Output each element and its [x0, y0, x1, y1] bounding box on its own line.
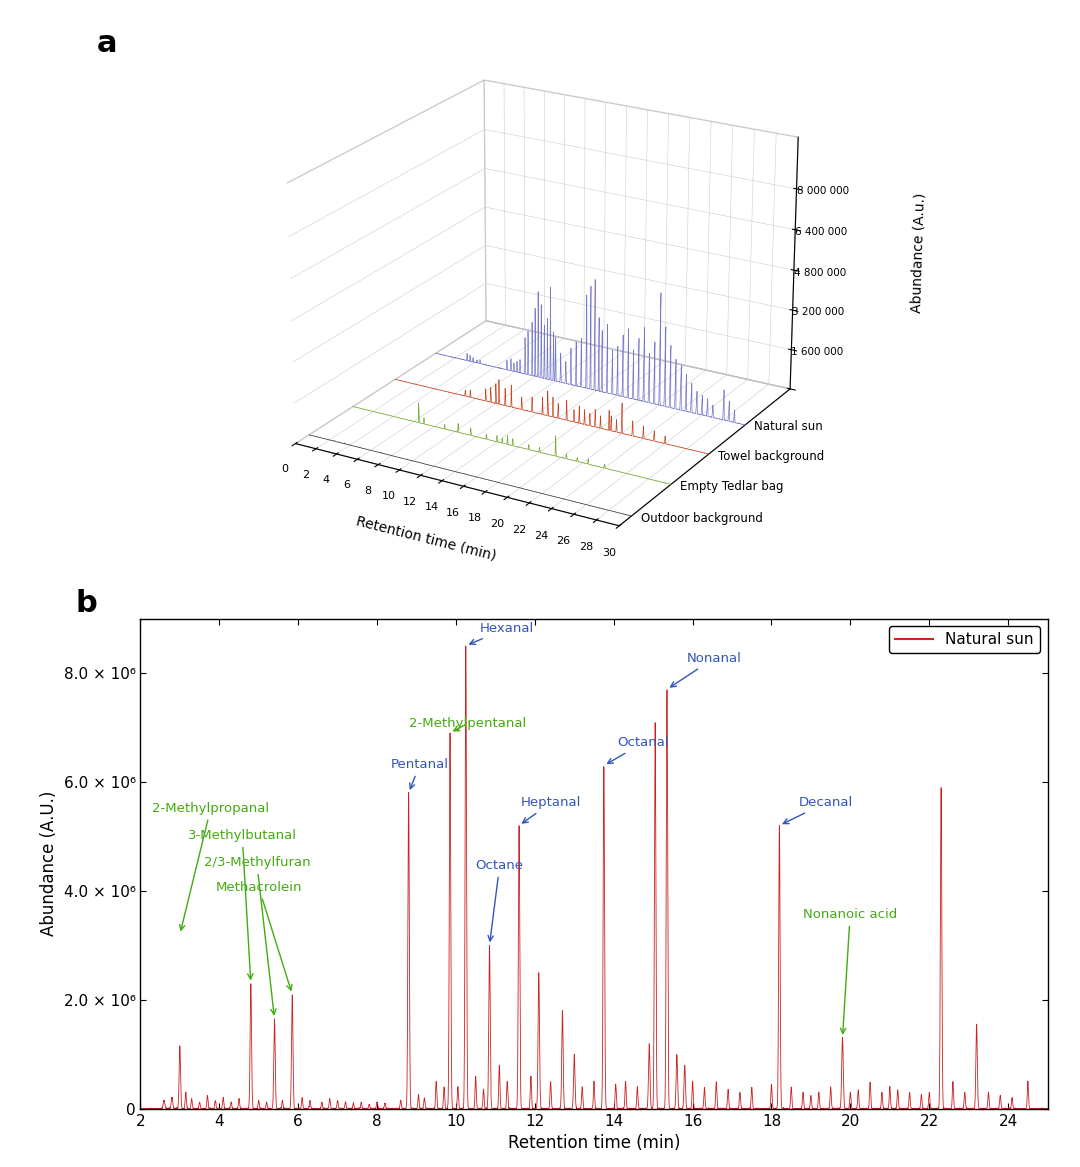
- Text: Octane: Octane: [475, 859, 524, 941]
- Text: 2-Methylpropanal: 2-Methylpropanal: [152, 802, 269, 930]
- Text: Methacrolein: Methacrolein: [215, 881, 301, 990]
- X-axis label: Retention time (min): Retention time (min): [508, 1134, 680, 1152]
- Text: Heptanal: Heptanal: [521, 796, 581, 823]
- Text: 2/3-Methylfuran: 2/3-Methylfuran: [203, 857, 310, 1014]
- Text: a: a: [97, 29, 118, 58]
- Text: 2-Methylpentanal: 2-Methylpentanal: [408, 718, 526, 731]
- Text: Decanal: Decanal: [783, 796, 853, 824]
- Y-axis label: Abundance (A.U.): Abundance (A.U.): [40, 791, 58, 936]
- X-axis label: Retention time (min): Retention time (min): [354, 513, 498, 562]
- Text: Octanal: Octanal: [608, 736, 670, 763]
- Text: 3-Methylbutanal: 3-Methylbutanal: [188, 829, 297, 979]
- Text: b: b: [76, 589, 97, 619]
- Legend: Natural sun: Natural sun: [889, 627, 1040, 654]
- Text: Hexanal: Hexanal: [470, 622, 534, 644]
- Text: Nonanal: Nonanal: [671, 652, 742, 687]
- Text: Pentanal: Pentanal: [391, 759, 449, 789]
- Text: Nonanoic acid: Nonanoic acid: [804, 908, 897, 1034]
